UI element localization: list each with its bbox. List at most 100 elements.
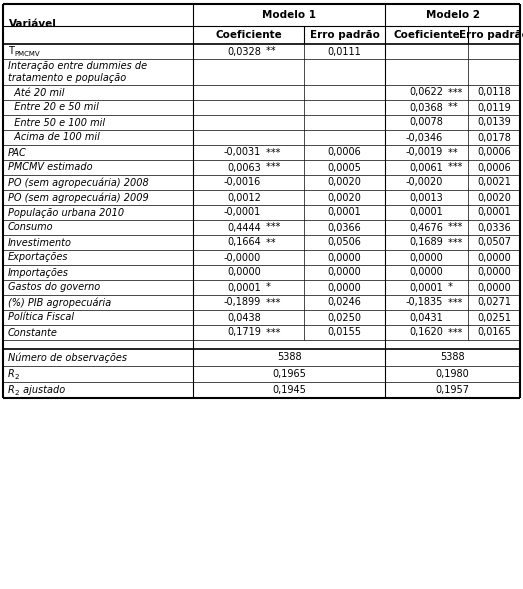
Text: -0,0001: -0,0001 bbox=[224, 207, 261, 217]
Text: 0,0000: 0,0000 bbox=[228, 267, 261, 277]
Text: 0,0000: 0,0000 bbox=[410, 267, 443, 277]
Text: -0,1899: -0,1899 bbox=[224, 297, 261, 307]
Text: **: ** bbox=[445, 102, 458, 112]
Text: 0,0328: 0,0328 bbox=[227, 47, 261, 57]
Text: -0,0000: -0,0000 bbox=[224, 253, 261, 263]
Text: tratamento e população: tratamento e população bbox=[8, 73, 126, 83]
Text: 0,0000: 0,0000 bbox=[410, 253, 443, 263]
Text: 0,0111: 0,0111 bbox=[327, 47, 361, 57]
Text: 2: 2 bbox=[14, 390, 19, 396]
Text: 0,0001: 0,0001 bbox=[410, 207, 443, 217]
Text: Exportações: Exportações bbox=[8, 253, 69, 263]
Text: 5388: 5388 bbox=[277, 352, 301, 362]
Text: População urbana 2010: População urbana 2010 bbox=[8, 207, 124, 217]
Text: 0,0063: 0,0063 bbox=[228, 163, 261, 173]
Text: Coeficiente: Coeficiente bbox=[215, 30, 282, 40]
Text: ***: *** bbox=[445, 163, 462, 173]
Text: 0,1664: 0,1664 bbox=[228, 237, 261, 247]
Text: 0,0012: 0,0012 bbox=[227, 193, 261, 203]
Text: Entre 50 e 100 mil: Entre 50 e 100 mil bbox=[8, 117, 105, 127]
Text: *: * bbox=[445, 283, 453, 293]
Text: 0,1620: 0,1620 bbox=[409, 327, 443, 337]
Text: Erro padrão: Erro padrão bbox=[310, 30, 380, 40]
Text: 0,0165: 0,0165 bbox=[477, 327, 511, 337]
Text: 5388: 5388 bbox=[440, 352, 465, 362]
Text: 0,0021: 0,0021 bbox=[477, 177, 511, 187]
Text: *: * bbox=[263, 283, 271, 293]
Text: ***: *** bbox=[263, 147, 280, 157]
Text: 0,0251: 0,0251 bbox=[477, 313, 511, 323]
Text: 0,0507: 0,0507 bbox=[477, 237, 511, 247]
Text: ***: *** bbox=[445, 297, 462, 307]
Text: 0,0006: 0,0006 bbox=[477, 163, 511, 173]
Text: 2: 2 bbox=[14, 374, 19, 380]
Text: 0,0622: 0,0622 bbox=[409, 88, 443, 98]
Text: Consumo: Consumo bbox=[8, 223, 54, 233]
Text: ***: *** bbox=[263, 297, 280, 307]
Text: ***: *** bbox=[263, 223, 280, 233]
Text: 0,0001: 0,0001 bbox=[327, 207, 361, 217]
Text: 0,0438: 0,0438 bbox=[228, 313, 261, 323]
Text: 0,1980: 0,1980 bbox=[436, 369, 469, 379]
Text: 0,0020: 0,0020 bbox=[327, 193, 361, 203]
Text: Investimento: Investimento bbox=[8, 237, 72, 247]
Text: 0,0178: 0,0178 bbox=[477, 133, 511, 143]
Text: **: ** bbox=[445, 147, 458, 157]
Text: Modelo 2: Modelo 2 bbox=[426, 10, 480, 20]
Text: 0,1957: 0,1957 bbox=[436, 385, 470, 395]
Text: 0,0366: 0,0366 bbox=[327, 223, 361, 233]
Text: R: R bbox=[8, 385, 15, 395]
Text: Interação entre dummies de: Interação entre dummies de bbox=[8, 61, 147, 71]
Text: -0,0019: -0,0019 bbox=[406, 147, 443, 157]
Text: -0,0016: -0,0016 bbox=[224, 177, 261, 187]
Text: Coeficiente: Coeficiente bbox=[393, 30, 460, 40]
Text: Até 20 mil: Até 20 mil bbox=[8, 88, 64, 98]
Text: 0,1945: 0,1945 bbox=[272, 385, 306, 395]
Text: ***: *** bbox=[263, 327, 280, 337]
Text: 0,0000: 0,0000 bbox=[477, 283, 511, 293]
Text: Gastos do governo: Gastos do governo bbox=[8, 283, 100, 293]
Text: 0,0000: 0,0000 bbox=[327, 283, 361, 293]
Text: 0,1719: 0,1719 bbox=[227, 327, 261, 337]
Text: 0,4676: 0,4676 bbox=[409, 223, 443, 233]
Text: 0,0118: 0,0118 bbox=[477, 88, 511, 98]
Text: ajustado: ajustado bbox=[20, 385, 65, 395]
Text: 0,0001: 0,0001 bbox=[410, 283, 443, 293]
Text: Variável: Variável bbox=[9, 19, 57, 29]
Text: 0,0506: 0,0506 bbox=[327, 237, 361, 247]
Text: 0,0119: 0,0119 bbox=[477, 102, 511, 112]
Text: ***: *** bbox=[445, 88, 462, 98]
Text: 0,0368: 0,0368 bbox=[410, 102, 443, 112]
Text: Entre 20 e 50 mil: Entre 20 e 50 mil bbox=[8, 102, 99, 112]
Text: 0,0006: 0,0006 bbox=[327, 147, 361, 157]
Text: 0,1689: 0,1689 bbox=[410, 237, 443, 247]
Text: PAC: PAC bbox=[8, 147, 27, 157]
Text: 0,0061: 0,0061 bbox=[410, 163, 443, 173]
Text: 0,0000: 0,0000 bbox=[477, 253, 511, 263]
Text: **: ** bbox=[263, 47, 276, 57]
Text: 0,0000: 0,0000 bbox=[327, 253, 361, 263]
Text: 0,0246: 0,0246 bbox=[327, 297, 361, 307]
Text: 0,0005: 0,0005 bbox=[327, 163, 361, 173]
Text: 0,0006: 0,0006 bbox=[477, 147, 511, 157]
Text: -0,1835: -0,1835 bbox=[406, 297, 443, 307]
Text: R: R bbox=[8, 369, 15, 379]
Text: T: T bbox=[8, 47, 14, 57]
Text: 0,0020: 0,0020 bbox=[327, 177, 361, 187]
Text: ***: *** bbox=[263, 163, 280, 173]
Text: Número de observações: Número de observações bbox=[8, 352, 127, 363]
Text: 0,0250: 0,0250 bbox=[327, 313, 361, 323]
Text: 0,0078: 0,0078 bbox=[409, 117, 443, 127]
Text: 0,0020: 0,0020 bbox=[477, 193, 511, 203]
Text: 0,1965: 0,1965 bbox=[272, 369, 306, 379]
Text: Acima de 100 mil: Acima de 100 mil bbox=[8, 133, 100, 143]
Text: Erro padrão: Erro padrão bbox=[459, 30, 523, 40]
Text: 0,0271: 0,0271 bbox=[477, 297, 511, 307]
Text: 0,0000: 0,0000 bbox=[327, 267, 361, 277]
Text: 0,0431: 0,0431 bbox=[410, 313, 443, 323]
Text: PMCMV estimado: PMCMV estimado bbox=[8, 163, 93, 173]
Text: -0,0346: -0,0346 bbox=[406, 133, 443, 143]
Text: Modelo 1: Modelo 1 bbox=[262, 10, 316, 20]
Text: ***: *** bbox=[445, 223, 462, 233]
Text: PMCMV: PMCMV bbox=[14, 51, 40, 58]
